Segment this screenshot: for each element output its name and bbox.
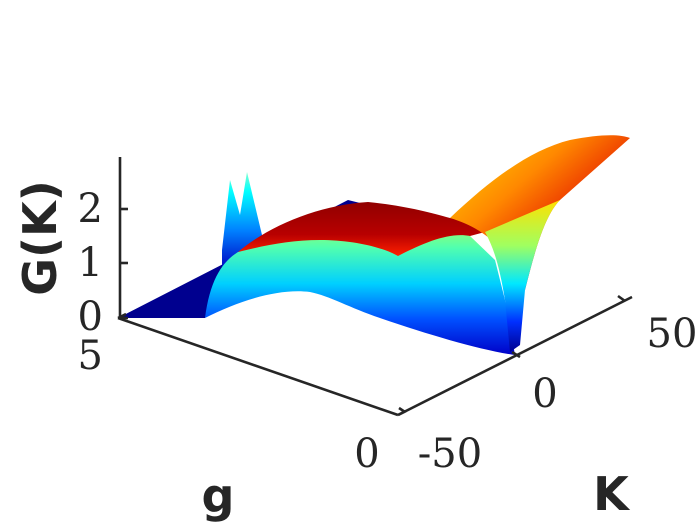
k-tick-mark (398, 406, 406, 414)
g-tick-label: 5 (78, 333, 103, 379)
g-axis-line (117, 316, 399, 417)
k-tick-label: -50 (418, 431, 482, 477)
k-tick-mark (617, 294, 626, 303)
k-tick-label: 0 (532, 371, 557, 417)
g-tick-label: 0 (354, 431, 379, 477)
z-tick-label: 1 (78, 240, 103, 286)
z-tick-label: 2 (78, 186, 103, 232)
tick-labels: 0 1 2 5 0 -50 0 50 (78, 186, 698, 477)
x-axis-label: g (202, 469, 235, 523)
axes (117, 157, 633, 417)
z-axis-label: G(K) (13, 180, 67, 295)
surface (118, 135, 630, 355)
y-axis-label: K (593, 467, 631, 521)
surface-right-wall (485, 200, 560, 352)
g-tick-mark (117, 312, 127, 320)
k-tick-label: 50 (647, 311, 698, 357)
surface-ridge-top (238, 202, 485, 256)
k-axis-line (397, 295, 633, 417)
z-tick-label: 0 (78, 294, 103, 340)
k-tick-mark (511, 350, 521, 359)
surface-ridge-wall (205, 212, 515, 355)
